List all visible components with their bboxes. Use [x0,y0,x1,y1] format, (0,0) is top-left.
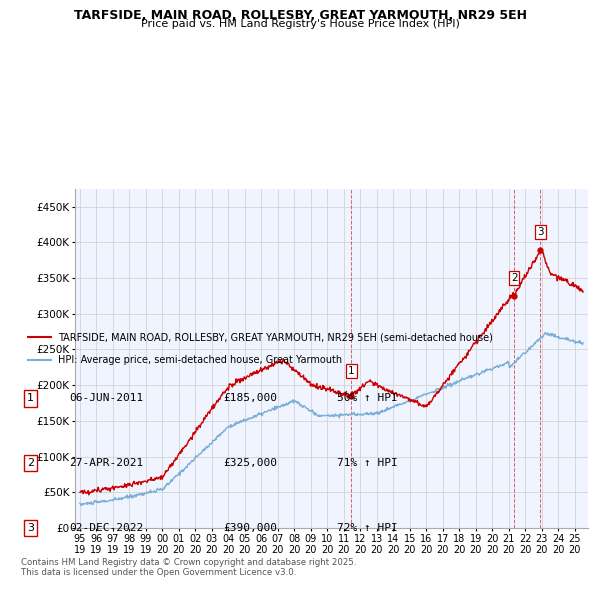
Text: 1: 1 [348,366,355,376]
Text: 27-APR-2021: 27-APR-2021 [70,458,143,468]
Text: 2: 2 [27,458,34,468]
Text: 1: 1 [27,394,34,403]
Text: 3: 3 [537,227,544,237]
Text: 06-JUN-2011: 06-JUN-2011 [70,394,143,403]
Text: Price paid vs. HM Land Registry's House Price Index (HPI): Price paid vs. HM Land Registry's House … [140,19,460,30]
Text: 2: 2 [511,273,517,283]
Text: £185,000: £185,000 [223,394,277,403]
Text: Contains HM Land Registry data © Crown copyright and database right 2025.
This d: Contains HM Land Registry data © Crown c… [21,558,356,577]
Text: 3: 3 [27,523,34,533]
Text: £390,000: £390,000 [223,523,277,533]
Text: 71% ↑ HPI: 71% ↑ HPI [337,458,398,468]
Text: 02-DEC-2022: 02-DEC-2022 [70,523,143,533]
Text: £325,000: £325,000 [223,458,277,468]
Text: HPI: Average price, semi-detached house, Great Yarmouth: HPI: Average price, semi-detached house,… [58,355,342,365]
Text: TARFSIDE, MAIN ROAD, ROLLESBY, GREAT YARMOUTH, NR29 5EH (semi-detached house): TARFSIDE, MAIN ROAD, ROLLESBY, GREAT YAR… [58,332,493,342]
Text: TARFSIDE, MAIN ROAD, ROLLESBY, GREAT YARMOUTH, NR29 5EH: TARFSIDE, MAIN ROAD, ROLLESBY, GREAT YAR… [74,9,527,22]
Text: 50% ↑ HPI: 50% ↑ HPI [337,394,398,403]
Text: 72% ↑ HPI: 72% ↑ HPI [337,523,398,533]
